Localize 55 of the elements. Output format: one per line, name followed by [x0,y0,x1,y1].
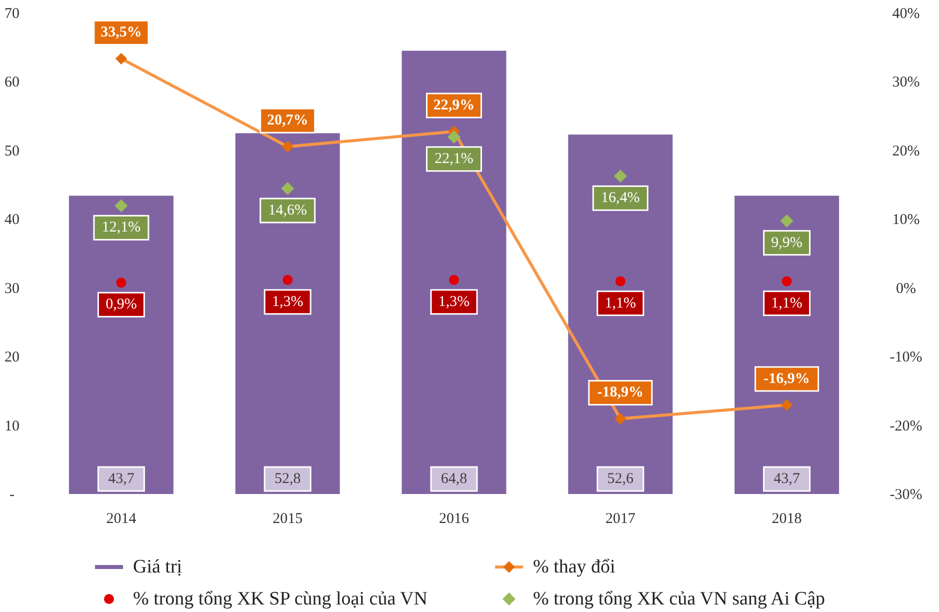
y-tick-label: 30 [4,280,20,297]
x-tick-label: 2017 [605,511,636,527]
data-label: 1,3% [438,294,470,310]
data-label: 9,9% [771,234,802,251]
data-label: 43,7 [108,471,135,487]
y2-tick-label: 0% [896,280,916,297]
point [614,170,627,183]
x-tick-label: 2015 [272,511,303,527]
y2-tick-label: 30% [892,74,920,91]
data-label: 22,1% [434,151,474,167]
y-tick-label: 10 [4,418,20,434]
point [449,274,459,285]
point [116,278,126,288]
x-tick-label: 2018 [772,511,802,527]
y-tick-label: - [10,487,14,503]
data-label: 1,3% [272,294,304,310]
y-tick-label: 20 [4,350,20,366]
point [282,274,293,285]
data-label: -16,9% [764,370,810,387]
y2-tick-label: 40% [892,6,920,22]
y2-tick-label: -30% [890,487,922,503]
data-label: 52,8 [274,471,301,487]
point [615,276,626,286]
point [782,276,792,286]
data-label: 14,6% [268,202,307,219]
legend-label: Giá trị [133,556,182,578]
data-label: 52,6 [607,471,634,487]
data-label: 43,7 [774,471,800,487]
y-tick-label: 60 [4,74,20,91]
data-label: -18,9% [597,384,644,401]
data-label: 64,8 [440,471,468,487]
y-tick-label: 50 [4,143,20,160]
point [114,199,128,212]
y2-tick-label: 20% [892,143,920,160]
y-tick-label: 40 [4,212,20,228]
data-label: 12,1% [102,220,141,236]
legend-label: % trong tổng XK SP cùng loại của VN [133,588,428,610]
data-label: 20,7% [266,112,308,129]
point [780,214,794,228]
legend-label: % trong tổng XK của VN sang Ai Cập [533,588,826,610]
y2-tick-label: -10% [890,350,922,366]
data-label: 33,5% [100,24,142,41]
legend-label: % thay đổi [533,556,616,578]
point [281,182,294,196]
y-tick-label: 70 [4,6,20,22]
data-label: 1,1% [771,295,802,312]
y2-tick-label: 10% [892,212,920,228]
data-label: 22,9% [433,98,475,114]
data-label: 16,4% [601,190,640,206]
x-tick-label: 2014 [106,511,137,527]
y2-tick-label: -20% [890,418,922,434]
point [448,130,460,144]
data-label: 0,9% [106,296,137,313]
data-label: 1,1% [604,295,636,312]
x-tick-label: 2016 [439,511,470,527]
